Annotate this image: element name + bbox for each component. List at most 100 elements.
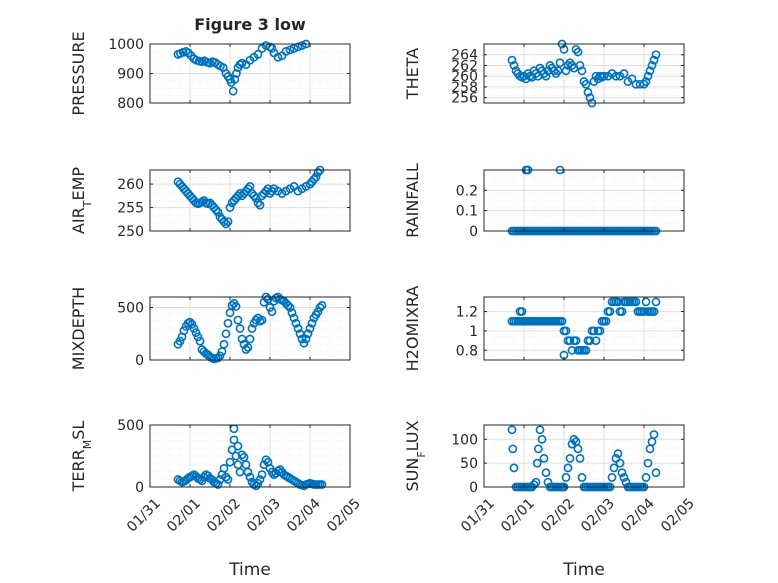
- data-point: [237, 334, 247, 344]
- data-point: [245, 334, 255, 344]
- axes-box: [149, 296, 351, 361]
- data-point: [585, 336, 595, 346]
- data-point: [223, 475, 233, 484]
- data-point: [191, 328, 201, 338]
- data-point: [557, 316, 567, 326]
- data-point: [313, 307, 323, 317]
- data-point: [577, 473, 587, 482]
- data-point: [305, 324, 315, 333]
- data-point: [613, 449, 623, 459]
- data-point: [227, 300, 237, 310]
- data-point: [289, 313, 299, 323]
- data-point: [609, 463, 619, 473]
- y-tick-label: 0: [469, 480, 478, 496]
- data-point: [213, 207, 223, 217]
- data-point: [297, 41, 307, 50]
- data-point: [643, 458, 653, 468]
- data-point: [243, 342, 253, 352]
- data-point: [179, 326, 189, 335]
- axes-box: [483, 43, 685, 104]
- y-tick-label: 0: [135, 353, 144, 369]
- data-point: [569, 434, 579, 444]
- y-tick-label: 1: [469, 324, 478, 340]
- y-tick-label: 0.8: [456, 343, 478, 359]
- y-tick-label: 500: [117, 418, 144, 434]
- axes-box: [149, 169, 351, 232]
- data-point: [285, 45, 295, 55]
- data-point: [235, 467, 245, 477]
- data-point: [539, 453, 549, 463]
- data-point: [313, 167, 323, 177]
- data-point: [555, 58, 565, 68]
- y-tick-label: 256: [451, 91, 478, 107]
- data-point: [581, 79, 591, 89]
- axes-box: [483, 169, 685, 232]
- y-tick-label: 100: [451, 432, 478, 448]
- data-point: [565, 336, 575, 346]
- data-point: [595, 326, 605, 336]
- data-point: [577, 66, 587, 76]
- data-point: [615, 458, 625, 468]
- data-point: [229, 435, 239, 445]
- data-point: [291, 318, 301, 328]
- data-point: [253, 198, 263, 208]
- y-tick-label: 255: [117, 201, 144, 217]
- axes-box: [149, 424, 351, 488]
- data-point: [233, 441, 243, 451]
- y-tick-label: 260: [451, 69, 478, 85]
- data-point: [563, 463, 573, 473]
- data-point: [255, 475, 265, 484]
- y-axis-label: RAINFALL: [403, 163, 422, 238]
- data-point: [221, 329, 231, 339]
- data-point: [285, 303, 295, 312]
- data-point: [267, 186, 277, 196]
- y-tick-label: 0.1: [456, 204, 478, 220]
- data-point: [175, 336, 185, 346]
- y-tick-label: 900: [117, 67, 144, 83]
- data-point: [585, 93, 595, 103]
- data-point: [534, 444, 543, 454]
- data-point: [303, 329, 313, 339]
- data-point: [223, 217, 233, 227]
- data-point: [241, 345, 251, 354]
- data-point: [535, 425, 545, 435]
- data-point: [289, 44, 299, 53]
- data-point: [211, 205, 221, 215]
- axes-box: [483, 424, 685, 488]
- data-point: [619, 69, 629, 78]
- y-tick-label: 0: [469, 224, 478, 240]
- data-point: [641, 77, 651, 86]
- data-point: [575, 61, 585, 70]
- y-tick-label: 262: [451, 58, 478, 74]
- x-axis-label: Time: [228, 560, 271, 580]
- data-point: [507, 55, 517, 65]
- data-point: [573, 47, 583, 57]
- data-point: [561, 473, 571, 482]
- data-point: [575, 453, 585, 463]
- data-point: [257, 470, 267, 479]
- y-tick-label: 1000: [108, 37, 144, 53]
- data-point: [647, 61, 657, 70]
- data-point: [509, 61, 519, 70]
- data-point: [265, 303, 275, 312]
- y-axis-label: THETA: [403, 48, 422, 100]
- y-tick-label: 50: [460, 456, 478, 472]
- data-point: [641, 297, 651, 307]
- y-tick-label: 258: [451, 80, 478, 96]
- data-point: [245, 472, 255, 482]
- data-point: [293, 324, 303, 333]
- y-tick-label: 1.2: [456, 305, 478, 321]
- data-point: [225, 457, 235, 467]
- subplot-4: 0 0.1 0.2 RAINFALL: [403, 163, 685, 240]
- data-point: [583, 87, 593, 97]
- data-point: [507, 425, 517, 435]
- data-point: [649, 307, 659, 316]
- data-point: [605, 307, 615, 316]
- data-point: [531, 477, 541, 487]
- data-point: [247, 324, 257, 333]
- data-point: [315, 303, 325, 312]
- y-tick-label: 260: [117, 177, 144, 193]
